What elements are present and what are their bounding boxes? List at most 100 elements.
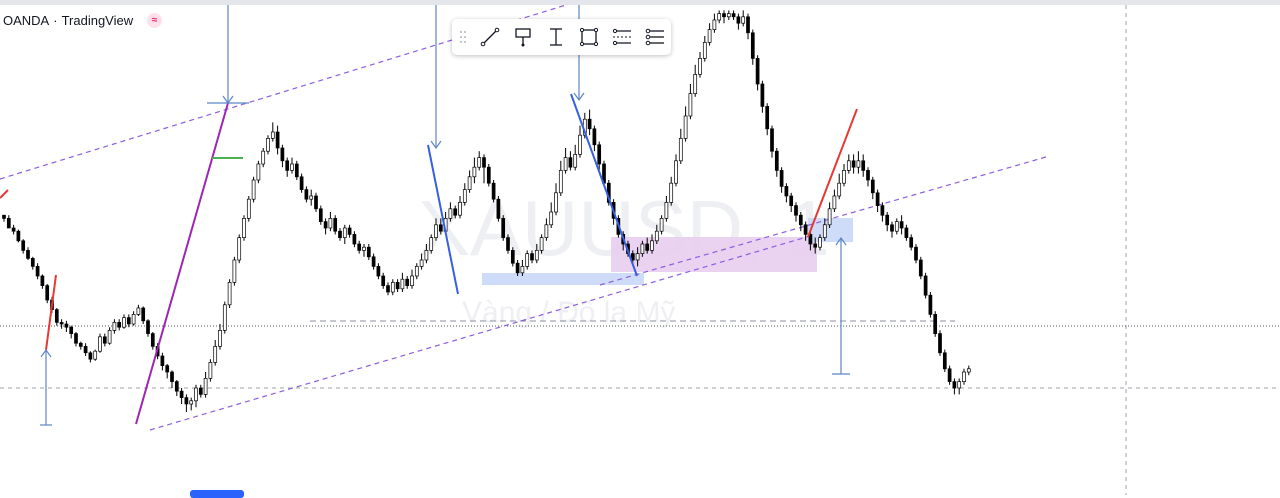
candle-body — [150, 333, 155, 347]
candle-body — [722, 13, 726, 18]
candle — [683, 106, 688, 142]
candle — [918, 256, 923, 280]
platform-name: TradingView — [61, 12, 134, 28]
candle — [179, 388, 184, 404]
candle-body — [338, 230, 342, 238]
candle-body — [189, 400, 194, 405]
candle — [573, 144, 578, 171]
candle — [170, 370, 174, 388]
candle — [722, 10, 726, 24]
candle-body — [462, 189, 467, 203]
wave-badge-icon[interactable]: ≈ — [147, 12, 163, 28]
purple-supply-zone[interactable] — [611, 237, 817, 272]
bottom-scroll-button[interactable] — [190, 490, 244, 498]
candle-body — [933, 314, 938, 334]
candle — [386, 282, 390, 296]
candle — [45, 284, 50, 304]
drawing-toolbar[interactable] — [452, 19, 671, 55]
candle — [294, 160, 299, 180]
candle-body — [30, 258, 35, 267]
candle — [266, 135, 270, 155]
candle — [78, 341, 83, 350]
rectangle-tool[interactable] — [572, 19, 605, 55]
candle-body — [698, 58, 702, 75]
candle-body — [438, 224, 443, 232]
candle — [280, 144, 285, 168]
candle-body — [827, 208, 832, 226]
candle-body — [491, 182, 496, 200]
candle — [899, 215, 904, 235]
candle — [731, 10, 736, 20]
drag-handle-icon[interactable] — [452, 19, 474, 55]
candle-body — [400, 278, 405, 290]
arrow-down-2[interactable] — [430, 5, 442, 150]
candle — [323, 218, 328, 235]
candle — [424, 244, 429, 264]
candle — [851, 154, 856, 174]
candle-body — [179, 390, 184, 398]
trend-line-tool[interactable] — [474, 19, 507, 55]
candle-body — [11, 227, 16, 232]
candle — [914, 244, 918, 264]
candle — [592, 125, 597, 152]
candle-body — [938, 333, 942, 354]
blue-leg-right[interactable] — [570, 93, 638, 277]
candles-group — [2, 10, 971, 412]
candle — [563, 148, 568, 174]
candle-body — [434, 224, 438, 238]
candle-body — [40, 275, 45, 286]
candle-body — [117, 322, 122, 328]
candle — [688, 84, 693, 120]
candle — [117, 319, 122, 331]
arrow-up-1[interactable] — [40, 348, 52, 426]
candle — [150, 332, 155, 350]
candle — [952, 378, 957, 395]
candle-body — [362, 246, 366, 251]
candle — [98, 333, 102, 353]
date-price-range-tool[interactable] — [605, 19, 638, 55]
candle-body — [813, 243, 818, 248]
red-leg-right[interactable] — [807, 108, 858, 238]
red-leg-top[interactable] — [0, 189, 9, 199]
settings-list-icon — [645, 28, 664, 46]
price-range-tool[interactable] — [540, 19, 573, 55]
purple-impulse-leg[interactable] — [135, 102, 229, 425]
candle — [458, 196, 462, 219]
candle-body — [482, 157, 486, 168]
candle — [126, 314, 131, 328]
candle-body — [506, 237, 510, 251]
candle-body — [83, 346, 88, 354]
candle-body — [563, 157, 568, 171]
candle — [2, 214, 6, 222]
callout-tool[interactable] — [507, 19, 540, 55]
candle — [400, 272, 405, 292]
candle-body — [160, 355, 165, 366]
candle-body — [371, 256, 376, 267]
candle — [462, 183, 467, 206]
candle-body — [366, 246, 371, 258]
candle — [184, 394, 189, 412]
arrow-up-2[interactable] — [832, 236, 850, 375]
settings-list-tool[interactable] — [638, 19, 671, 55]
candle — [102, 333, 107, 347]
candle — [290, 157, 294, 174]
arrow-down-1[interactable] — [207, 5, 249, 105]
candle — [736, 13, 741, 30]
candle — [16, 229, 21, 243]
candle-body — [45, 285, 50, 301]
red-leg-left[interactable] — [45, 274, 57, 351]
candle — [818, 234, 822, 251]
candle-body — [203, 378, 208, 395]
blue-leg-left[interactable] — [427, 144, 459, 295]
candle-body — [357, 243, 362, 251]
candle — [174, 380, 179, 396]
candle — [794, 202, 798, 222]
candle-body — [851, 160, 856, 168]
candle-body — [534, 250, 539, 261]
candle-body — [515, 262, 520, 274]
channel-lower-line[interactable] — [149, 235, 811, 431]
symbol-header[interactable]: OANDA · TradingView ≈ — [3, 12, 163, 28]
candle-body — [664, 202, 669, 219]
broker-name: OANDA — [3, 12, 50, 28]
